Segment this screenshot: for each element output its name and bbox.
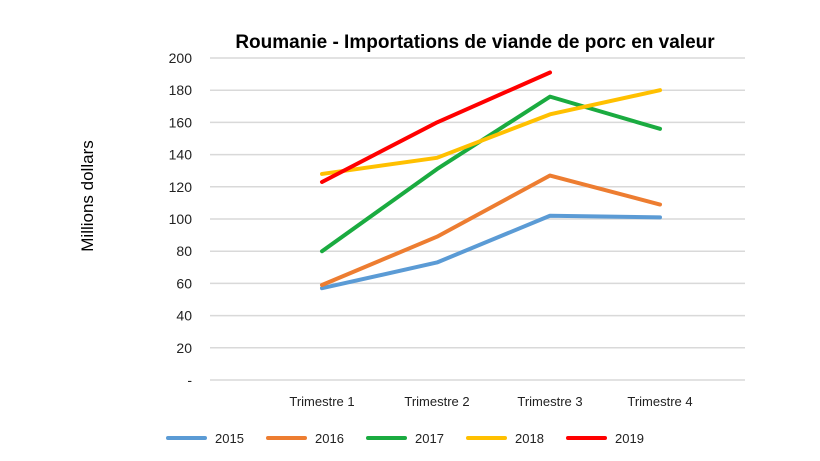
y-axis-label: Millions dollars: [78, 140, 97, 251]
legend-label: 2015: [215, 431, 244, 446]
y-tick-label: 80: [176, 243, 192, 259]
y-tick-label: 120: [169, 179, 193, 195]
y-tick-label: 60: [176, 275, 192, 291]
series-line-2018: [320, 88, 662, 176]
legend-label: 2018: [515, 431, 544, 446]
x-tick-label: Trimestre 2: [404, 394, 469, 409]
chart-title: Roumanie - Importations de viande de por…: [235, 32, 715, 53]
y-tick-label: 200: [169, 50, 193, 66]
x-tick-label: Trimestre 4: [627, 394, 692, 409]
legend-label: 2017: [415, 431, 444, 446]
series-line-2015: [320, 213, 662, 291]
y-tick-label: 100: [169, 211, 193, 227]
series-line-2017: [320, 94, 662, 254]
x-tick-label: Trimestre 3: [517, 394, 582, 409]
y-tick-label: 180: [169, 82, 193, 98]
legend-label: 2016: [315, 431, 344, 446]
y-tick-label: 160: [169, 114, 193, 130]
y-tick-label: 140: [169, 147, 193, 163]
y-tick-label: 20: [176, 340, 192, 356]
y-tick-label: -: [187, 372, 192, 388]
y-tick-label: 40: [176, 308, 192, 324]
x-tick-label: Trimestre 1: [289, 394, 354, 409]
legend-label: 2019: [615, 431, 644, 446]
series-line-2016: [320, 173, 662, 288]
